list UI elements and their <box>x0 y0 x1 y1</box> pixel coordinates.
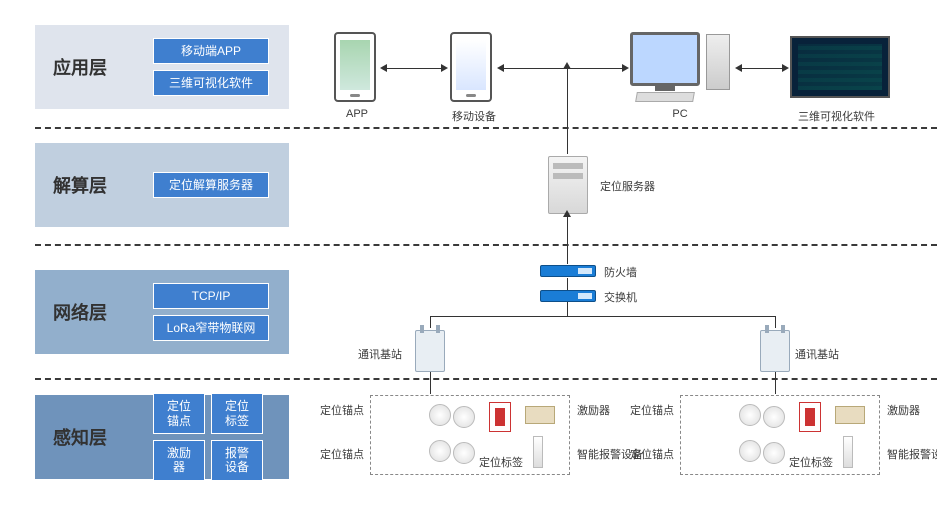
connector <box>567 216 568 264</box>
exciter-icon <box>525 406 555 424</box>
connector <box>430 372 431 394</box>
connector <box>740 68 782 69</box>
alarm-icon <box>533 436 543 468</box>
badge-lora: LoRa窄带物联网 <box>153 315 269 341</box>
firewall-icon <box>540 265 596 277</box>
arrow-icon <box>380 64 387 72</box>
diagram-canvas: 应用层 移动端APP 三维可视化软件 解算层 定位解算服务器 网络层 TCP/I… <box>0 0 937 508</box>
connector <box>502 68 622 69</box>
switch-icon <box>540 290 596 302</box>
layer-app: 应用层 移动端APP 三维可视化软件 <box>35 25 289 109</box>
layer-calc-title: 解算层 <box>53 172 129 198</box>
pc-icon <box>630 32 730 102</box>
exciter-icon <box>835 406 865 424</box>
layer-net: 网络层 TCP/IP LoRa窄带物联网 <box>35 270 289 354</box>
label-switch: 交换机 <box>604 289 637 305</box>
divider-2 <box>35 244 937 246</box>
phone-icon-app <box>334 32 376 102</box>
badge-mobile-app: 移动端APP <box>153 38 269 64</box>
arrow-icon <box>622 64 629 72</box>
label-alarm-g2: 智能报警设备 <box>887 446 937 462</box>
arrow-icon <box>735 64 742 72</box>
label-bs-1: 通讯基站 <box>358 346 402 362</box>
basestation-1-icon <box>415 330 445 372</box>
label-pc: PC <box>670 108 690 120</box>
arrow-icon <box>497 64 504 72</box>
layer-net-title: 网络层 <box>53 299 129 325</box>
label-anchor-g1-bot: 定位锚点 <box>320 446 364 462</box>
connector <box>430 316 775 317</box>
connector <box>775 372 776 394</box>
layer-calc: 解算层 定位解算服务器 <box>35 143 289 227</box>
label-firewall: 防火墙 <box>604 264 637 280</box>
anchor-disc-icon <box>763 442 785 464</box>
connector <box>430 316 431 328</box>
label-tag-g2: 定位标签 <box>789 454 833 470</box>
badge-anchor: 定位 锚点 <box>153 393 205 434</box>
divider-3 <box>35 378 937 380</box>
anchor-disc-icon <box>429 440 451 462</box>
anchor-disc-icon <box>453 442 475 464</box>
label-exciter-g1: 激励器 <box>577 402 610 418</box>
label-mobile: 移动设备 <box>446 108 502 124</box>
phone-icon-mobile <box>450 32 492 102</box>
arrow-icon <box>563 62 571 69</box>
tag-icon <box>799 402 821 432</box>
tv-icon <box>790 36 890 98</box>
alarm-icon <box>843 436 853 468</box>
connector <box>775 316 776 328</box>
label-anchor-g1-top: 定位锚点 <box>320 402 364 418</box>
divider-1 <box>35 127 937 129</box>
layer-app-title: 应用层 <box>53 54 129 80</box>
connector <box>567 278 568 290</box>
label-tv: 三维可视化软件 <box>798 108 875 124</box>
anchor-disc-icon <box>453 406 475 428</box>
anchor-disc-icon <box>739 440 761 462</box>
label-bs-2: 通讯基站 <box>795 346 839 362</box>
label-exciter-g2: 激励器 <box>887 402 920 418</box>
connector <box>567 68 568 154</box>
badge-tag: 定位 标签 <box>211 393 263 434</box>
layer-sense-title: 感知层 <box>53 424 129 450</box>
label-server: 定位服务器 <box>600 178 655 194</box>
layer-sense: 感知层 定位 锚点 定位 标签 激励 器 报警 设备 <box>35 395 289 479</box>
anchor-disc-icon <box>763 406 785 428</box>
connector <box>567 302 568 316</box>
sense-group-1: 定位标签 <box>370 395 570 475</box>
label-app: APP <box>342 108 372 120</box>
arrow-icon <box>563 210 571 217</box>
badge-3d-software: 三维可视化软件 <box>153 70 269 96</box>
badge-alarm: 报警 设备 <box>211 440 263 481</box>
anchor-disc-icon <box>429 404 451 426</box>
basestation-2-icon <box>760 330 790 372</box>
tag-icon <box>489 402 511 432</box>
label-tag-g1: 定位标签 <box>479 454 523 470</box>
label-anchor-g2-bot: 定位锚点 <box>630 446 674 462</box>
badge-exciter: 激励 器 <box>153 440 205 481</box>
badge-position-server: 定位解算服务器 <box>153 172 269 198</box>
anchor-disc-icon <box>739 404 761 426</box>
arrow-icon <box>782 64 789 72</box>
connector <box>385 68 441 69</box>
label-anchor-g2-top: 定位锚点 <box>630 402 674 418</box>
badge-tcpip: TCP/IP <box>153 283 269 309</box>
arrow-icon <box>441 64 448 72</box>
sense-group-2: 定位标签 <box>680 395 880 475</box>
server-icon <box>548 156 588 214</box>
